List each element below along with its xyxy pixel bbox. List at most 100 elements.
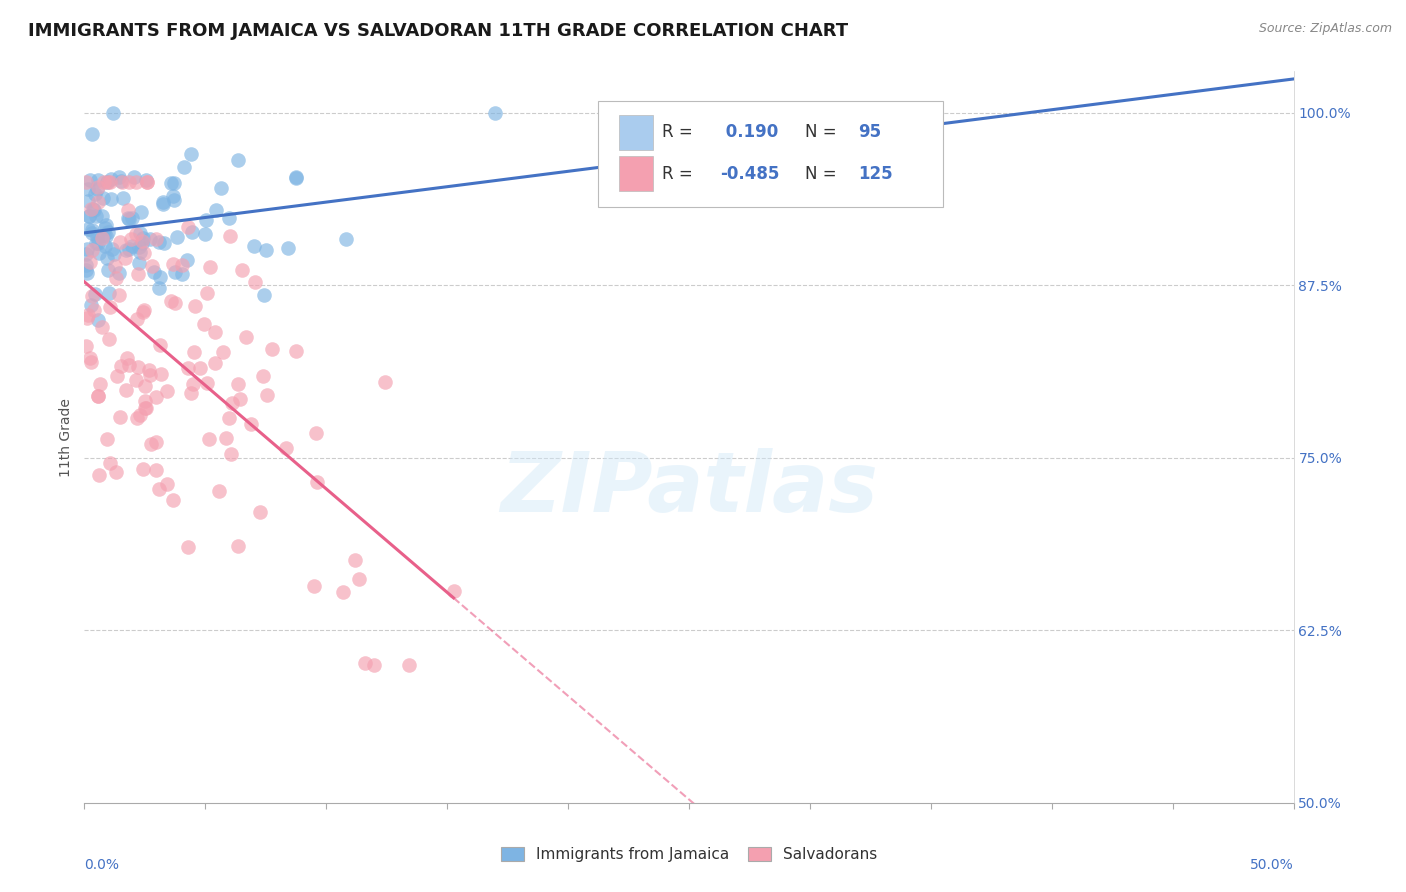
Point — [252, 369, 274, 384]
Point — [75, 175, 97, 189]
Point — [108, 288, 131, 302]
Point — [204, 356, 226, 370]
Point — [284, 343, 307, 358]
Point — [149, 269, 172, 284]
Point — [77, 194, 100, 208]
Point — [77, 308, 100, 322]
Point — [114, 252, 136, 266]
Point — [128, 256, 150, 270]
Point — [143, 265, 166, 279]
Point — [76, 310, 98, 325]
Point — [128, 226, 150, 240]
Point — [305, 475, 328, 490]
Point — [98, 456, 121, 470]
Point — [219, 447, 242, 461]
Point — [86, 389, 108, 403]
Point — [200, 260, 222, 275]
Point — [374, 375, 396, 389]
Point — [172, 267, 194, 281]
Point — [80, 289, 103, 303]
Point — [86, 172, 108, 186]
Point — [274, 441, 297, 455]
Point — [163, 265, 186, 279]
Point — [193, 317, 215, 331]
Point — [117, 202, 139, 217]
Point — [94, 238, 117, 252]
Point — [229, 392, 252, 406]
Point — [76, 258, 98, 272]
Text: N =: N = — [806, 123, 842, 141]
Point — [153, 236, 176, 251]
Point — [363, 657, 385, 672]
Point — [86, 209, 108, 223]
Point — [87, 195, 110, 210]
Point — [97, 225, 120, 239]
Point — [122, 170, 145, 185]
Point — [129, 244, 152, 259]
Point — [136, 175, 159, 189]
Text: N =: N = — [806, 165, 842, 183]
Point — [155, 476, 177, 491]
Point — [96, 218, 118, 232]
Point — [80, 223, 103, 237]
Point — [349, 572, 371, 586]
Point — [235, 330, 257, 344]
Point — [121, 211, 143, 225]
Y-axis label: 11th Grade: 11th Grade — [59, 398, 73, 476]
Point — [129, 204, 152, 219]
Point — [82, 226, 104, 240]
Point — [194, 227, 217, 242]
Point — [131, 235, 153, 250]
Point — [75, 246, 97, 260]
Point — [219, 228, 242, 243]
Point — [79, 254, 101, 268]
Point — [75, 338, 97, 352]
Point — [243, 239, 266, 253]
Point — [344, 553, 367, 567]
Point — [152, 197, 174, 211]
Point — [181, 376, 204, 391]
Point — [176, 252, 198, 267]
Point — [197, 432, 219, 446]
Point — [139, 232, 162, 246]
Point — [98, 300, 121, 314]
Point — [156, 384, 179, 398]
Point — [104, 270, 127, 285]
Point — [211, 345, 233, 359]
Point — [121, 239, 143, 253]
Point — [108, 410, 131, 425]
Point — [104, 259, 127, 273]
Point — [103, 247, 125, 261]
Point — [104, 465, 127, 479]
Point — [239, 417, 262, 432]
Point — [148, 235, 170, 249]
Point — [80, 355, 103, 369]
Point — [108, 235, 131, 249]
Point — [145, 390, 167, 404]
Point — [101, 242, 124, 256]
Point — [335, 231, 357, 245]
Point — [79, 173, 101, 187]
Point — [162, 176, 184, 190]
Point — [127, 267, 149, 281]
Point — [141, 259, 163, 273]
Point — [443, 583, 465, 598]
Point — [162, 188, 184, 202]
Point — [82, 202, 104, 217]
FancyBboxPatch shape — [599, 101, 943, 207]
Point — [87, 246, 110, 260]
Point — [80, 127, 103, 141]
Point — [152, 194, 174, 209]
Point — [194, 213, 217, 227]
Point — [204, 325, 226, 339]
Point — [228, 153, 250, 168]
Point — [107, 170, 129, 185]
Point — [135, 401, 157, 415]
FancyBboxPatch shape — [619, 114, 652, 150]
Point — [131, 305, 153, 319]
Point — [132, 231, 155, 245]
Point — [87, 180, 110, 194]
Point — [94, 221, 117, 235]
Point — [83, 287, 105, 301]
Point — [207, 483, 229, 498]
